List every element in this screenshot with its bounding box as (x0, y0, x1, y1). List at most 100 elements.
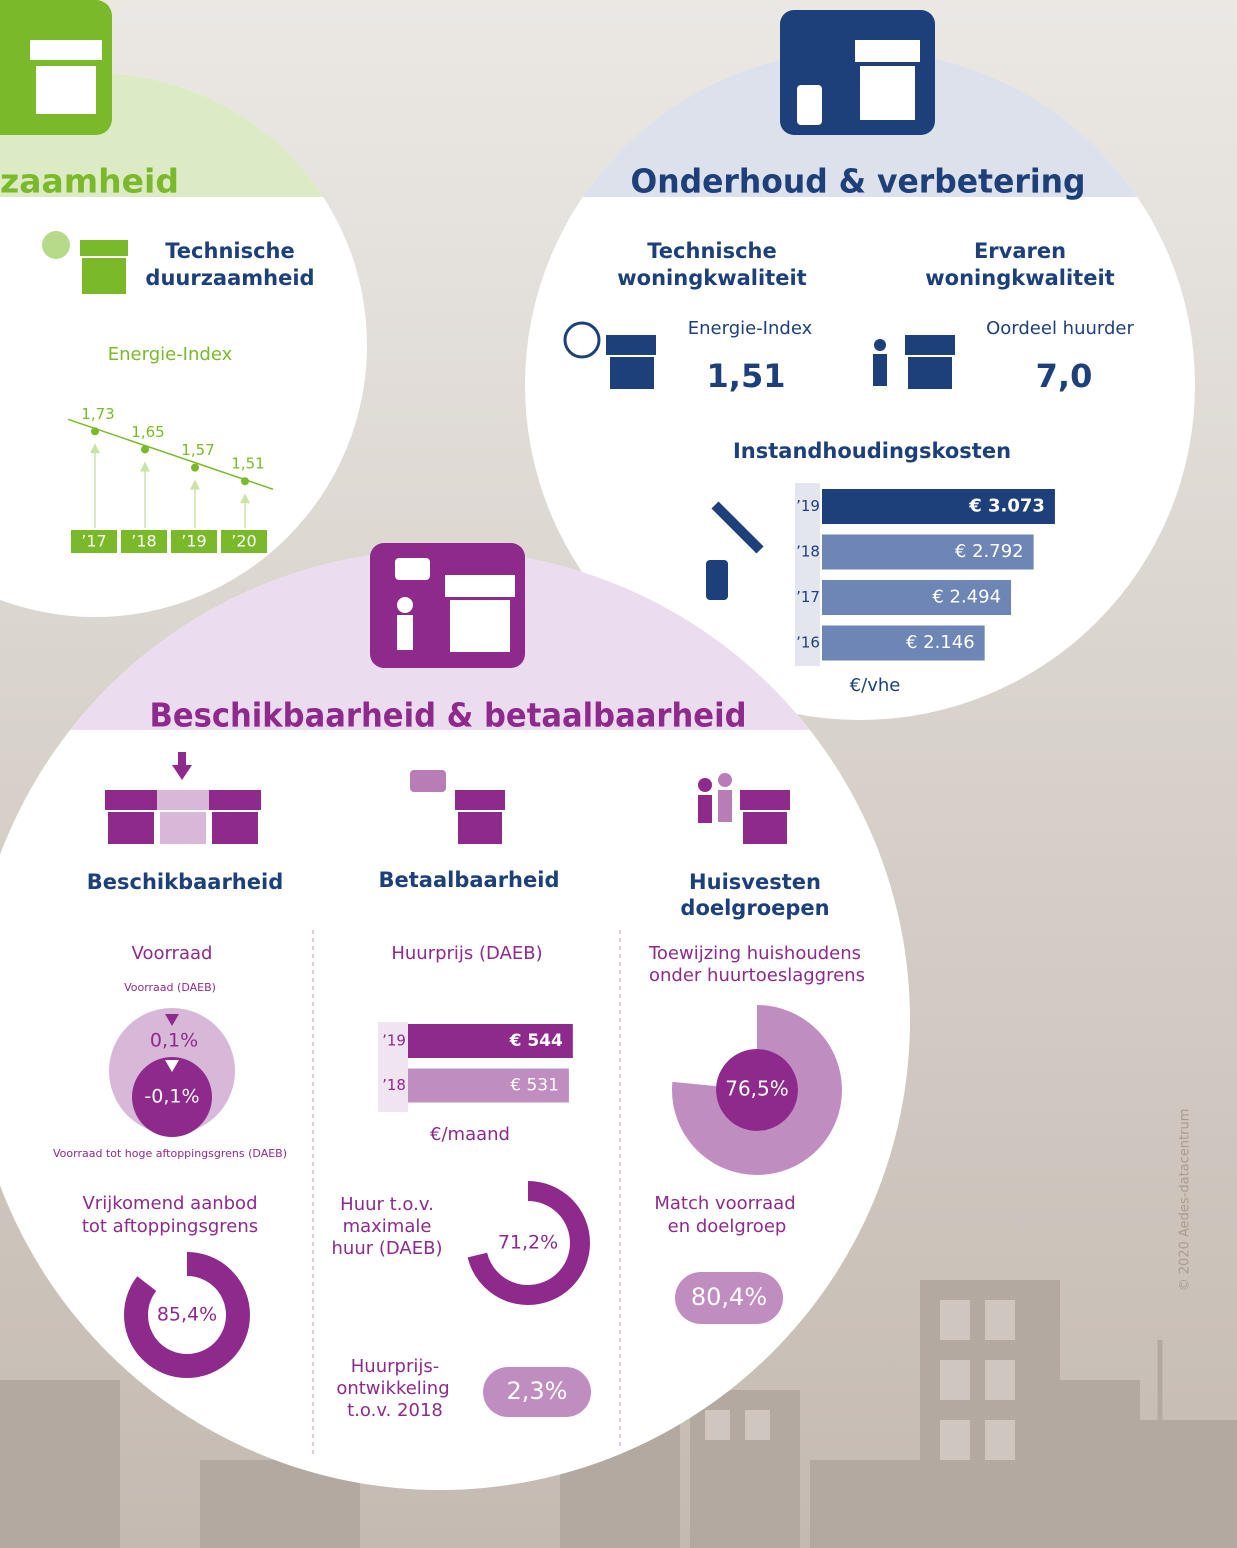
category-label: ’17 (796, 588, 820, 606)
copyright: © 2020 Aedes-datacentrum (1178, 1109, 1193, 1292)
beschikbaarheid-title: Beschikbaarheid & betaalbaarheid (150, 696, 747, 735)
voorraad-inner (132, 1057, 212, 1137)
onderhoud-title: Onderhoud & verbetering (631, 162, 1086, 201)
heading: Technische (647, 239, 776, 263)
pill (483, 1367, 591, 1417)
value: 1,51 (707, 357, 786, 395)
category-label: ’19 (796, 497, 820, 515)
beschikbaarheid-icon-house (395, 558, 515, 652)
value: 0,1% (150, 1030, 198, 1052)
trend-line (67, 418, 274, 490)
value-label: 1,73 (81, 405, 114, 423)
heading: Beschikbaarheid (87, 870, 283, 894)
category-label: ’19 (181, 532, 206, 551)
donut-arc (672, 1005, 842, 1175)
category-box (71, 530, 117, 553)
point (241, 477, 249, 486)
value-label: € 531 (510, 1076, 559, 1096)
arrow-head (240, 493, 250, 504)
value: -0,1% (144, 1086, 199, 1108)
label: en doelgroep (668, 1216, 787, 1237)
pill (675, 1272, 783, 1324)
value-label: 1,51 (231, 455, 264, 473)
donut-center (716, 1049, 798, 1131)
duurzaamheid-icon-house (30, 40, 102, 114)
bar-label-column (378, 1022, 408, 1112)
bar (822, 489, 1055, 524)
value: 80,4% (691, 1283, 767, 1311)
arrow-head (90, 443, 100, 454)
value-label: € 544 (509, 1031, 563, 1051)
heading: doelgroepen (680, 896, 829, 920)
brush-icon (706, 501, 764, 600)
chart-title: Instandhoudingskosten (733, 439, 1011, 463)
value-label: € 2.792 (955, 541, 1024, 562)
category-label: ’18 (131, 532, 156, 551)
duurzaamheid-heading-icon (42, 231, 128, 294)
donut-arc (124, 1252, 250, 1378)
chart-title: Energie-Index (108, 344, 233, 365)
unit: €/vhe (850, 675, 901, 696)
value-label: € 3.073 (968, 496, 1045, 517)
label: Huurprijs- (351, 1356, 439, 1377)
category-box (121, 530, 167, 553)
label: Huurprijs (DAEB) (391, 943, 542, 964)
category-box (221, 530, 267, 553)
point (91, 427, 99, 436)
heading: Huisvesten (689, 870, 821, 894)
arrow-head (140, 461, 150, 472)
donut-label: 76,5% (725, 1077, 789, 1101)
heading: woningkwaliteit (617, 266, 806, 290)
heading: Technische (165, 239, 294, 263)
point (191, 463, 199, 472)
donut-arc (466, 1181, 590, 1305)
heading: Betaalbaarheid (379, 868, 560, 892)
unit: €/maand (430, 1124, 510, 1145)
label: Huur t.o.v. (340, 1194, 434, 1215)
value: 7,0 (1036, 357, 1093, 395)
column-divider (312, 930, 621, 1455)
category-label: ’19 (382, 1032, 406, 1050)
heading: Ervaren (974, 239, 1066, 263)
bar (408, 1024, 573, 1058)
category-box (171, 530, 217, 553)
category-label: ’20 (231, 532, 256, 551)
value-label: € 2.494 (932, 587, 1001, 608)
category-label: ’17 (81, 532, 106, 551)
category-label: ’18 (796, 543, 820, 561)
heading: duurzaamheid (145, 266, 314, 290)
column-icons (105, 752, 790, 844)
onderhoud-icon-house (797, 40, 920, 125)
bar (408, 1068, 569, 1103)
label: huur (DAEB) (332, 1238, 443, 1259)
bar (822, 534, 1034, 570)
donut-label: 85,4% (157, 1304, 217, 1326)
bar-label-column (795, 483, 820, 666)
label: Voorraad (132, 943, 213, 964)
arrow (165, 1014, 179, 1026)
label: ontwikkeling (336, 1378, 449, 1399)
value: 2,3% (507, 1377, 568, 1405)
bar (822, 580, 1012, 615)
label: maximale (343, 1216, 432, 1237)
value-label: € 2.146 (906, 632, 975, 653)
label: Voorraad (DAEB) (124, 981, 216, 994)
value-label: 1,57 (181, 441, 214, 459)
city-windows (705, 1300, 1015, 1460)
label: tot aftoppingsgrens (82, 1216, 258, 1237)
label: Vrijkomend aanbod (82, 1193, 257, 1214)
label: Oordeel huurder (986, 318, 1134, 339)
label: Voorraad tot hoge aftoppingsgrens (DAEB) (53, 1147, 287, 1160)
arrow-head (190, 479, 200, 490)
duurzaamheid-title: zaamheid (0, 162, 179, 201)
label: Toewijzing huishoudens (648, 943, 861, 964)
donut-label: 71,2% (498, 1232, 558, 1254)
bar (822, 625, 985, 661)
house-icon (563, 321, 955, 389)
value-label: 1,65 (131, 423, 164, 441)
label: t.o.v. 2018 (347, 1400, 443, 1421)
label: Match voorraad (654, 1193, 795, 1214)
arrow (165, 1060, 179, 1072)
city-silhouette (0, 1280, 1237, 1548)
